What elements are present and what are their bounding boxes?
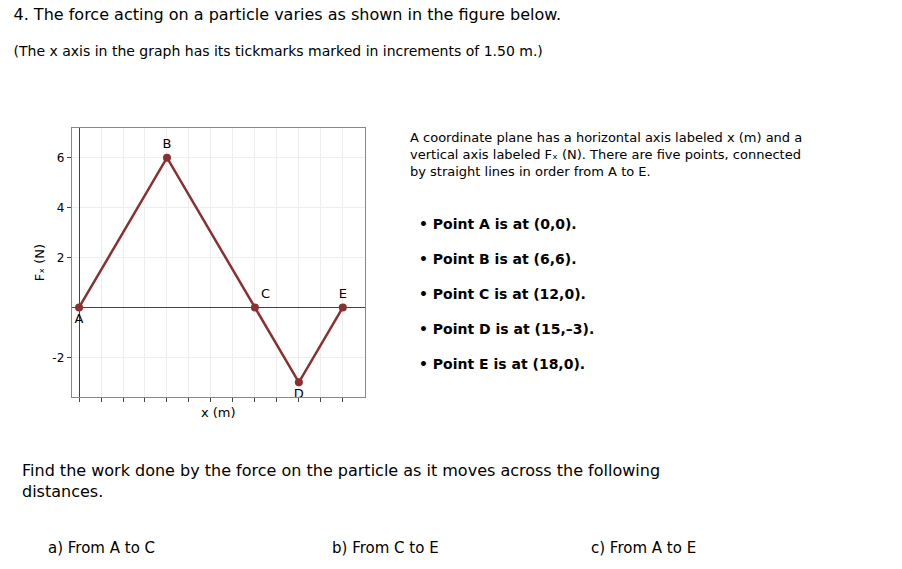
svg-text:4. The force acting on a parti: 4. The force acting on a particle varies…: [14, 5, 561, 24]
svg-text:• Point C is at (12,0).: • Point C is at (12,0).: [419, 286, 586, 302]
svg-text:4: 4: [57, 201, 65, 215]
svg-text:Fₓ (N): Fₓ (N): [32, 244, 47, 281]
svg-text:• Point A is at (0,0).: • Point A is at (0,0).: [419, 216, 577, 232]
svg-text:• Point D is at (15,–3).: • Point D is at (15,–3).: [419, 321, 594, 337]
svg-text:E: E: [339, 286, 347, 301]
svg-text:a) From A to C: a) From A to C: [48, 539, 155, 557]
svg-text:A coordinate plane has a horiz: A coordinate plane has a horizontal axis…: [410, 130, 802, 179]
svg-text:A: A: [75, 311, 84, 326]
svg-text:• Point B is at (6,6).: • Point B is at (6,6).: [419, 251, 577, 267]
svg-text:C: C: [261, 286, 270, 301]
svg-text:-2: -2: [52, 351, 64, 365]
svg-text:Find the work done by the forc: Find the work done by the force on the p…: [22, 461, 660, 501]
svg-text:• Point E is at (18,0).: • Point E is at (18,0).: [419, 356, 585, 372]
svg-text:B: B: [163, 136, 172, 151]
svg-text:2: 2: [57, 251, 65, 265]
svg-text:c) From A to E: c) From A to E: [591, 539, 696, 557]
svg-text:(The x axis in the graph has i: (The x axis in the graph has its tickmar…: [14, 43, 543, 59]
svg-text:x (m): x (m): [201, 405, 236, 420]
svg-text:6: 6: [57, 151, 65, 165]
svg-text:D: D: [294, 386, 304, 401]
svg-text:b) From C to E: b) From C to E: [332, 539, 439, 557]
